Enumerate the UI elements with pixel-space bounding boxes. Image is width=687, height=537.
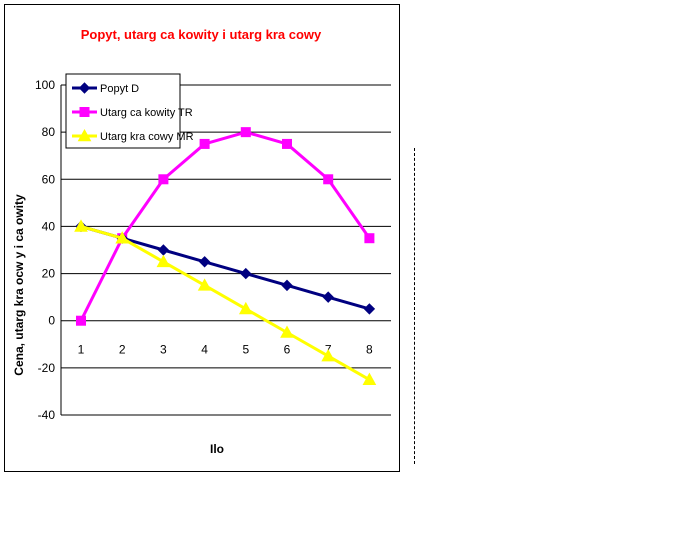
series-2	[74, 219, 377, 385]
legend-item: Popyt D	[72, 82, 139, 95]
data-point	[281, 279, 293, 292]
legend-label: Utarg kra cowy MR	[100, 131, 194, 143]
legend-item: Utarg kra cowy MR	[72, 128, 194, 143]
data-point	[156, 254, 171, 268]
legend-marker	[78, 82, 91, 94]
x-tick-label: 6	[284, 343, 291, 357]
x-tick-label: 8	[366, 343, 373, 357]
data-point	[363, 303, 376, 315]
legend-marker	[77, 128, 92, 142]
legend: Popyt D Utarg ca kowity TR Utarg kra cowy …	[65, 73, 194, 149]
y-tick-label: 40	[42, 219, 56, 233]
data-point	[199, 138, 210, 149]
data-point	[280, 325, 294, 338]
y-axis-label: Cena, utarg kra ocw y i ca owity	[12, 194, 26, 376]
data-point	[362, 372, 377, 385]
legend-label: Popyt D	[100, 83, 139, 95]
data-point	[321, 349, 336, 362]
data-point	[323, 174, 334, 185]
y-tick-label: 100	[35, 78, 55, 92]
chart-frame: Popyt, utarg ca kowity i utarg kra cowy …	[4, 4, 400, 472]
data-point	[158, 174, 169, 185]
data-point	[74, 219, 88, 232]
legend-item: Utarg ca kowity TR	[72, 107, 193, 119]
legend-label: Utarg ca kowity TR	[100, 107, 193, 119]
data-point	[197, 278, 212, 291]
data-point	[240, 127, 251, 138]
chart: Popyt, utarg ca kowity i utarg kra cowy …	[12, 27, 391, 456]
data-point	[198, 256, 211, 268]
y-tick-label: 20	[42, 267, 56, 281]
data-point	[240, 267, 252, 280]
data-point	[157, 244, 170, 256]
data-point	[364, 233, 375, 244]
x-tick-label: 1	[78, 343, 85, 357]
dashed-divider	[414, 148, 415, 464]
data-point	[282, 138, 292, 149]
y-tick-label: 0	[48, 314, 55, 328]
x-tick-label: 2	[119, 343, 126, 357]
data-point	[238, 301, 253, 315]
x-tick-label: 3	[160, 343, 167, 357]
legend-marker	[79, 107, 90, 117]
series-line	[80, 224, 371, 381]
chart-title: Popyt, utarg ca kowity i utarg kra cowy	[81, 27, 322, 42]
x-tick-label: 5	[242, 343, 249, 357]
x-tick-label: 4	[201, 343, 208, 357]
y-tick-label: -20	[38, 361, 56, 375]
y-tick-label: 60	[42, 172, 56, 186]
series-line	[79, 130, 371, 322]
series-line	[80, 224, 370, 311]
data-point	[322, 291, 334, 303]
data-point	[115, 231, 130, 244]
x-axis-label: Ilo	[210, 442, 224, 456]
data-point	[76, 315, 86, 326]
y-tick-label: -40	[38, 408, 56, 422]
y-tick-label: 80	[42, 125, 56, 139]
